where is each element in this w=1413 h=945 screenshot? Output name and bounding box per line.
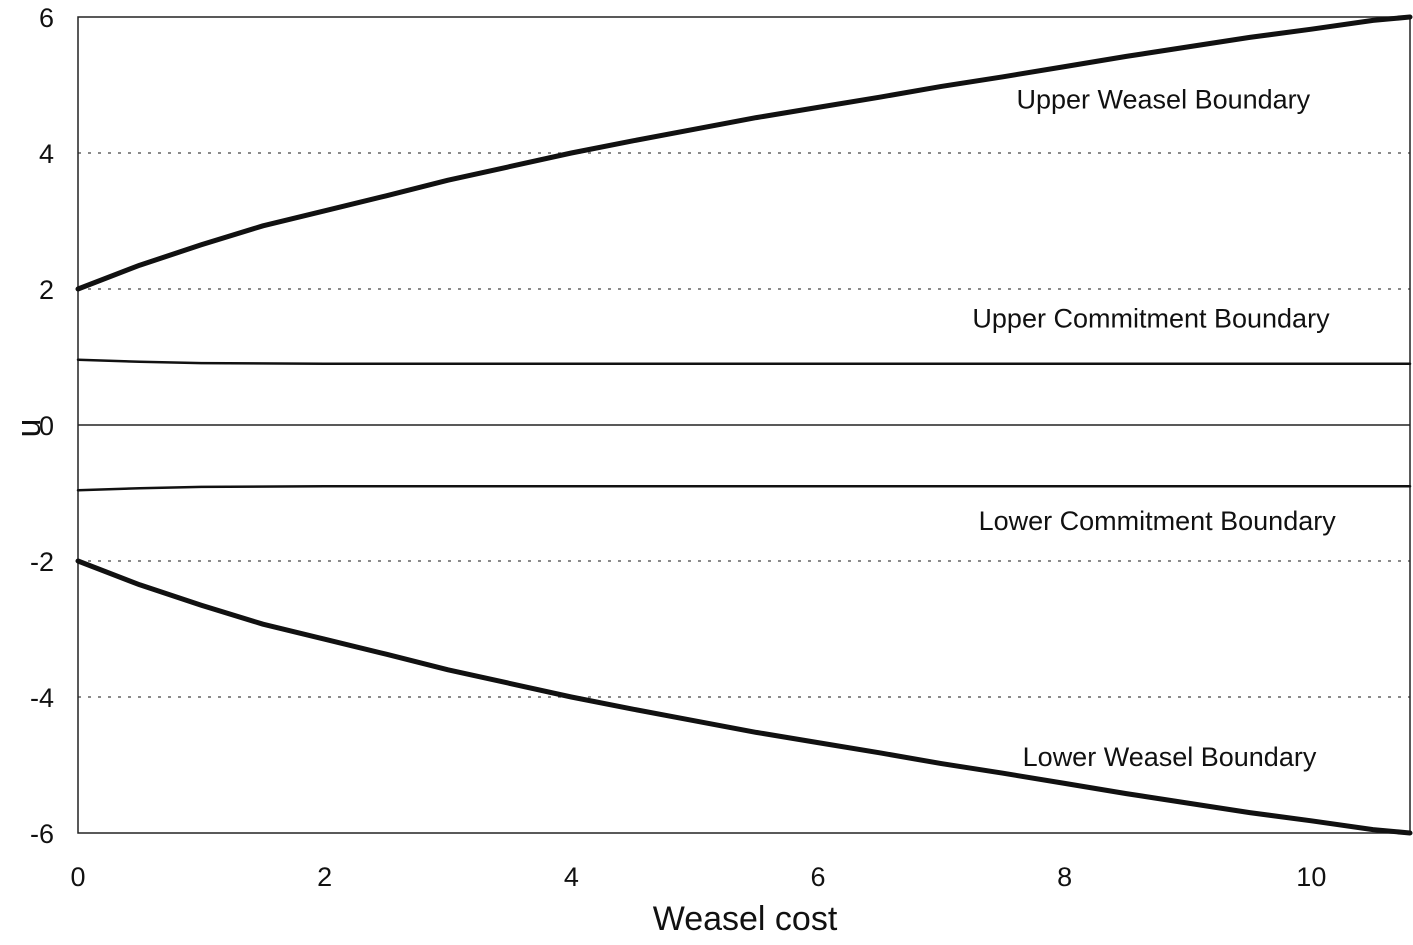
- plot-frame: [77, 16, 1411, 834]
- x-tick-label: 0: [70, 862, 85, 892]
- plot-border: [77, 16, 1411, 834]
- series-line-3: [76, 484, 1412, 492]
- y-tick-label: 2: [39, 275, 54, 305]
- x-tick-label: 10: [1296, 862, 1326, 892]
- series-label-2: Upper Commitment Boundary: [972, 304, 1330, 334]
- series-label-1: Upper Weasel Boundary: [1016, 85, 1310, 115]
- series-line-1: [75, 14, 1413, 292]
- y-axis-label: u: [10, 419, 48, 438]
- x-tick-label: 8: [1057, 862, 1072, 892]
- series-labels: Upper Weasel Boundary Upper Commitment Bo…: [972, 85, 1336, 773]
- x-tick-label: 2: [317, 862, 332, 892]
- y-tick-label: 4: [39, 139, 54, 169]
- series-line-2: [76, 358, 1412, 366]
- x-tick-label: 6: [810, 862, 825, 892]
- y-tick-label: -2: [30, 547, 54, 577]
- x-tick-label: 4: [564, 862, 579, 892]
- series-lines: [75, 14, 1413, 836]
- y-tick-label: -4: [30, 683, 54, 713]
- series-label-4: Lower Weasel Boundary: [1023, 742, 1317, 772]
- y-tick-label: 6: [39, 3, 54, 33]
- series-label-3: Lower Commitment Boundary: [979, 506, 1337, 536]
- grid-lines: [78, 152, 1410, 698]
- tick-labels: -6 -4 -2 0 2 4 6 0 2 4 6 8 10: [30, 3, 1326, 892]
- y-tick-label: 0: [39, 411, 54, 441]
- x-axis-label: Weasel cost: [653, 900, 838, 938]
- y-tick-label: -6: [30, 819, 54, 849]
- series-line-4: [75, 558, 1413, 836]
